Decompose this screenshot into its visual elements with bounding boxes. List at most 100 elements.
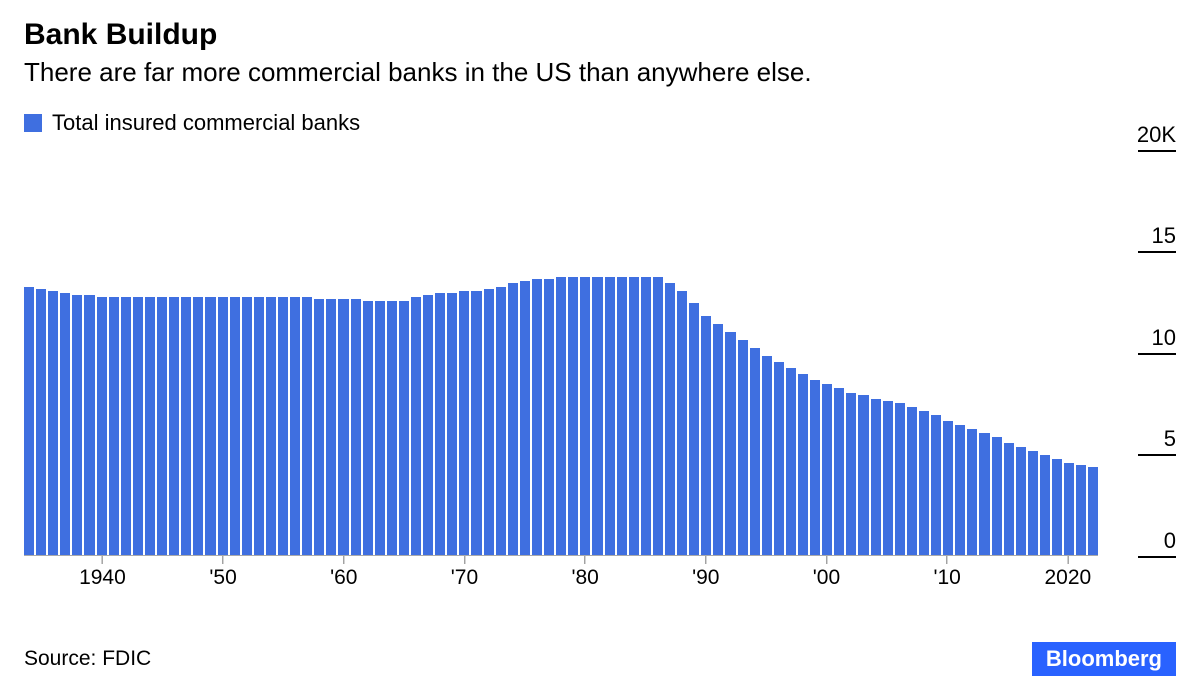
bar [205,297,215,554]
bar [230,297,240,554]
bar [568,277,578,554]
y-tick-mark [1138,150,1176,152]
chart-footer: Source: FDIC Bloomberg [24,642,1176,676]
bar [822,384,832,554]
y-tick-mark [1138,353,1176,355]
y-axis: 20K151050 [1098,150,1176,588]
bar [133,297,143,554]
bars-container [24,150,1098,556]
bar [254,297,264,554]
bar [84,295,94,554]
x-tick: '00 [813,556,840,590]
x-tick-label: '90 [692,566,719,590]
x-tick-mark [343,556,344,564]
x-tick-mark [585,556,586,564]
bar [617,277,627,554]
bar [1052,459,1062,554]
source-label: Source: FDIC [24,647,151,671]
bar [121,297,131,554]
x-tick-mark [102,556,103,564]
bar [895,403,905,555]
bar [665,283,675,554]
bar [556,277,566,554]
bar [278,297,288,554]
chart-subtitle: There are far more commercial banks in t… [24,57,1176,88]
plot-area: 1940'50'60'70'80'90'00'102020 [24,150,1098,588]
bar [363,301,373,554]
brand-badge: Bloomberg [1032,642,1176,676]
bar [713,324,723,555]
bar [169,297,179,554]
bar [1004,443,1014,554]
x-tick: 2020 [1044,556,1091,590]
y-tick: 0 [1106,530,1176,558]
bar [97,297,107,554]
bar [955,425,965,555]
x-tick-label: '00 [813,566,840,590]
bar [181,297,191,554]
bar [218,297,228,554]
chart-area: 1940'50'60'70'80'90'00'102020 20K151050 [24,150,1176,588]
bar [508,283,518,554]
legend-swatch-icon [24,114,42,132]
bar [520,281,530,554]
x-tick-label: 1940 [79,566,126,590]
bar [907,407,917,555]
y-tick-label: 20K [1106,124,1176,146]
bar [471,291,481,554]
bar [834,388,844,554]
bar [641,277,651,554]
bar [484,289,494,554]
bar [1064,463,1074,554]
x-tick-mark [705,556,706,564]
bar [544,279,554,554]
bar [653,277,663,554]
y-tick: 5 [1106,428,1176,456]
bar [157,297,167,554]
x-tick-mark [826,556,827,564]
bar [701,316,711,555]
bar [677,291,687,554]
bar [762,356,772,554]
bar [387,301,397,554]
bar [1040,455,1050,554]
x-tick-mark [223,556,224,564]
bar [326,299,336,554]
y-tick-mark [1138,251,1176,253]
bar [1076,465,1086,554]
bar [592,277,602,554]
bar [919,411,929,555]
bar [72,295,82,554]
y-tick-label: 10 [1106,327,1176,349]
bar [750,348,760,555]
bar [1016,447,1026,554]
bar [858,395,868,555]
bar [351,299,361,554]
bar [786,368,796,554]
bar [302,297,312,554]
bar [605,277,615,554]
bar [290,297,300,554]
chart-title: Bank Buildup [24,18,1176,53]
y-tick-label: 15 [1106,225,1176,247]
x-axis: 1940'50'60'70'80'90'00'102020 [24,556,1098,588]
bar [423,295,433,554]
y-tick-label: 5 [1106,428,1176,450]
bar [1088,467,1098,554]
y-tick-mark [1138,454,1176,456]
y-tick-mark [1138,556,1176,558]
bar [411,297,421,554]
legend: Total insured commercial banks [24,110,1176,136]
y-tick-label: 0 [1106,530,1176,552]
bar [629,277,639,554]
bar [242,297,252,554]
bar [109,297,119,554]
bar [60,293,70,554]
x-tick: '10 [933,556,960,590]
x-tick-label: '50 [209,566,236,590]
y-tick: 15 [1106,225,1176,253]
x-tick-label: '60 [330,566,357,590]
bar [338,299,348,554]
bar [931,415,941,555]
bar [1028,451,1038,554]
